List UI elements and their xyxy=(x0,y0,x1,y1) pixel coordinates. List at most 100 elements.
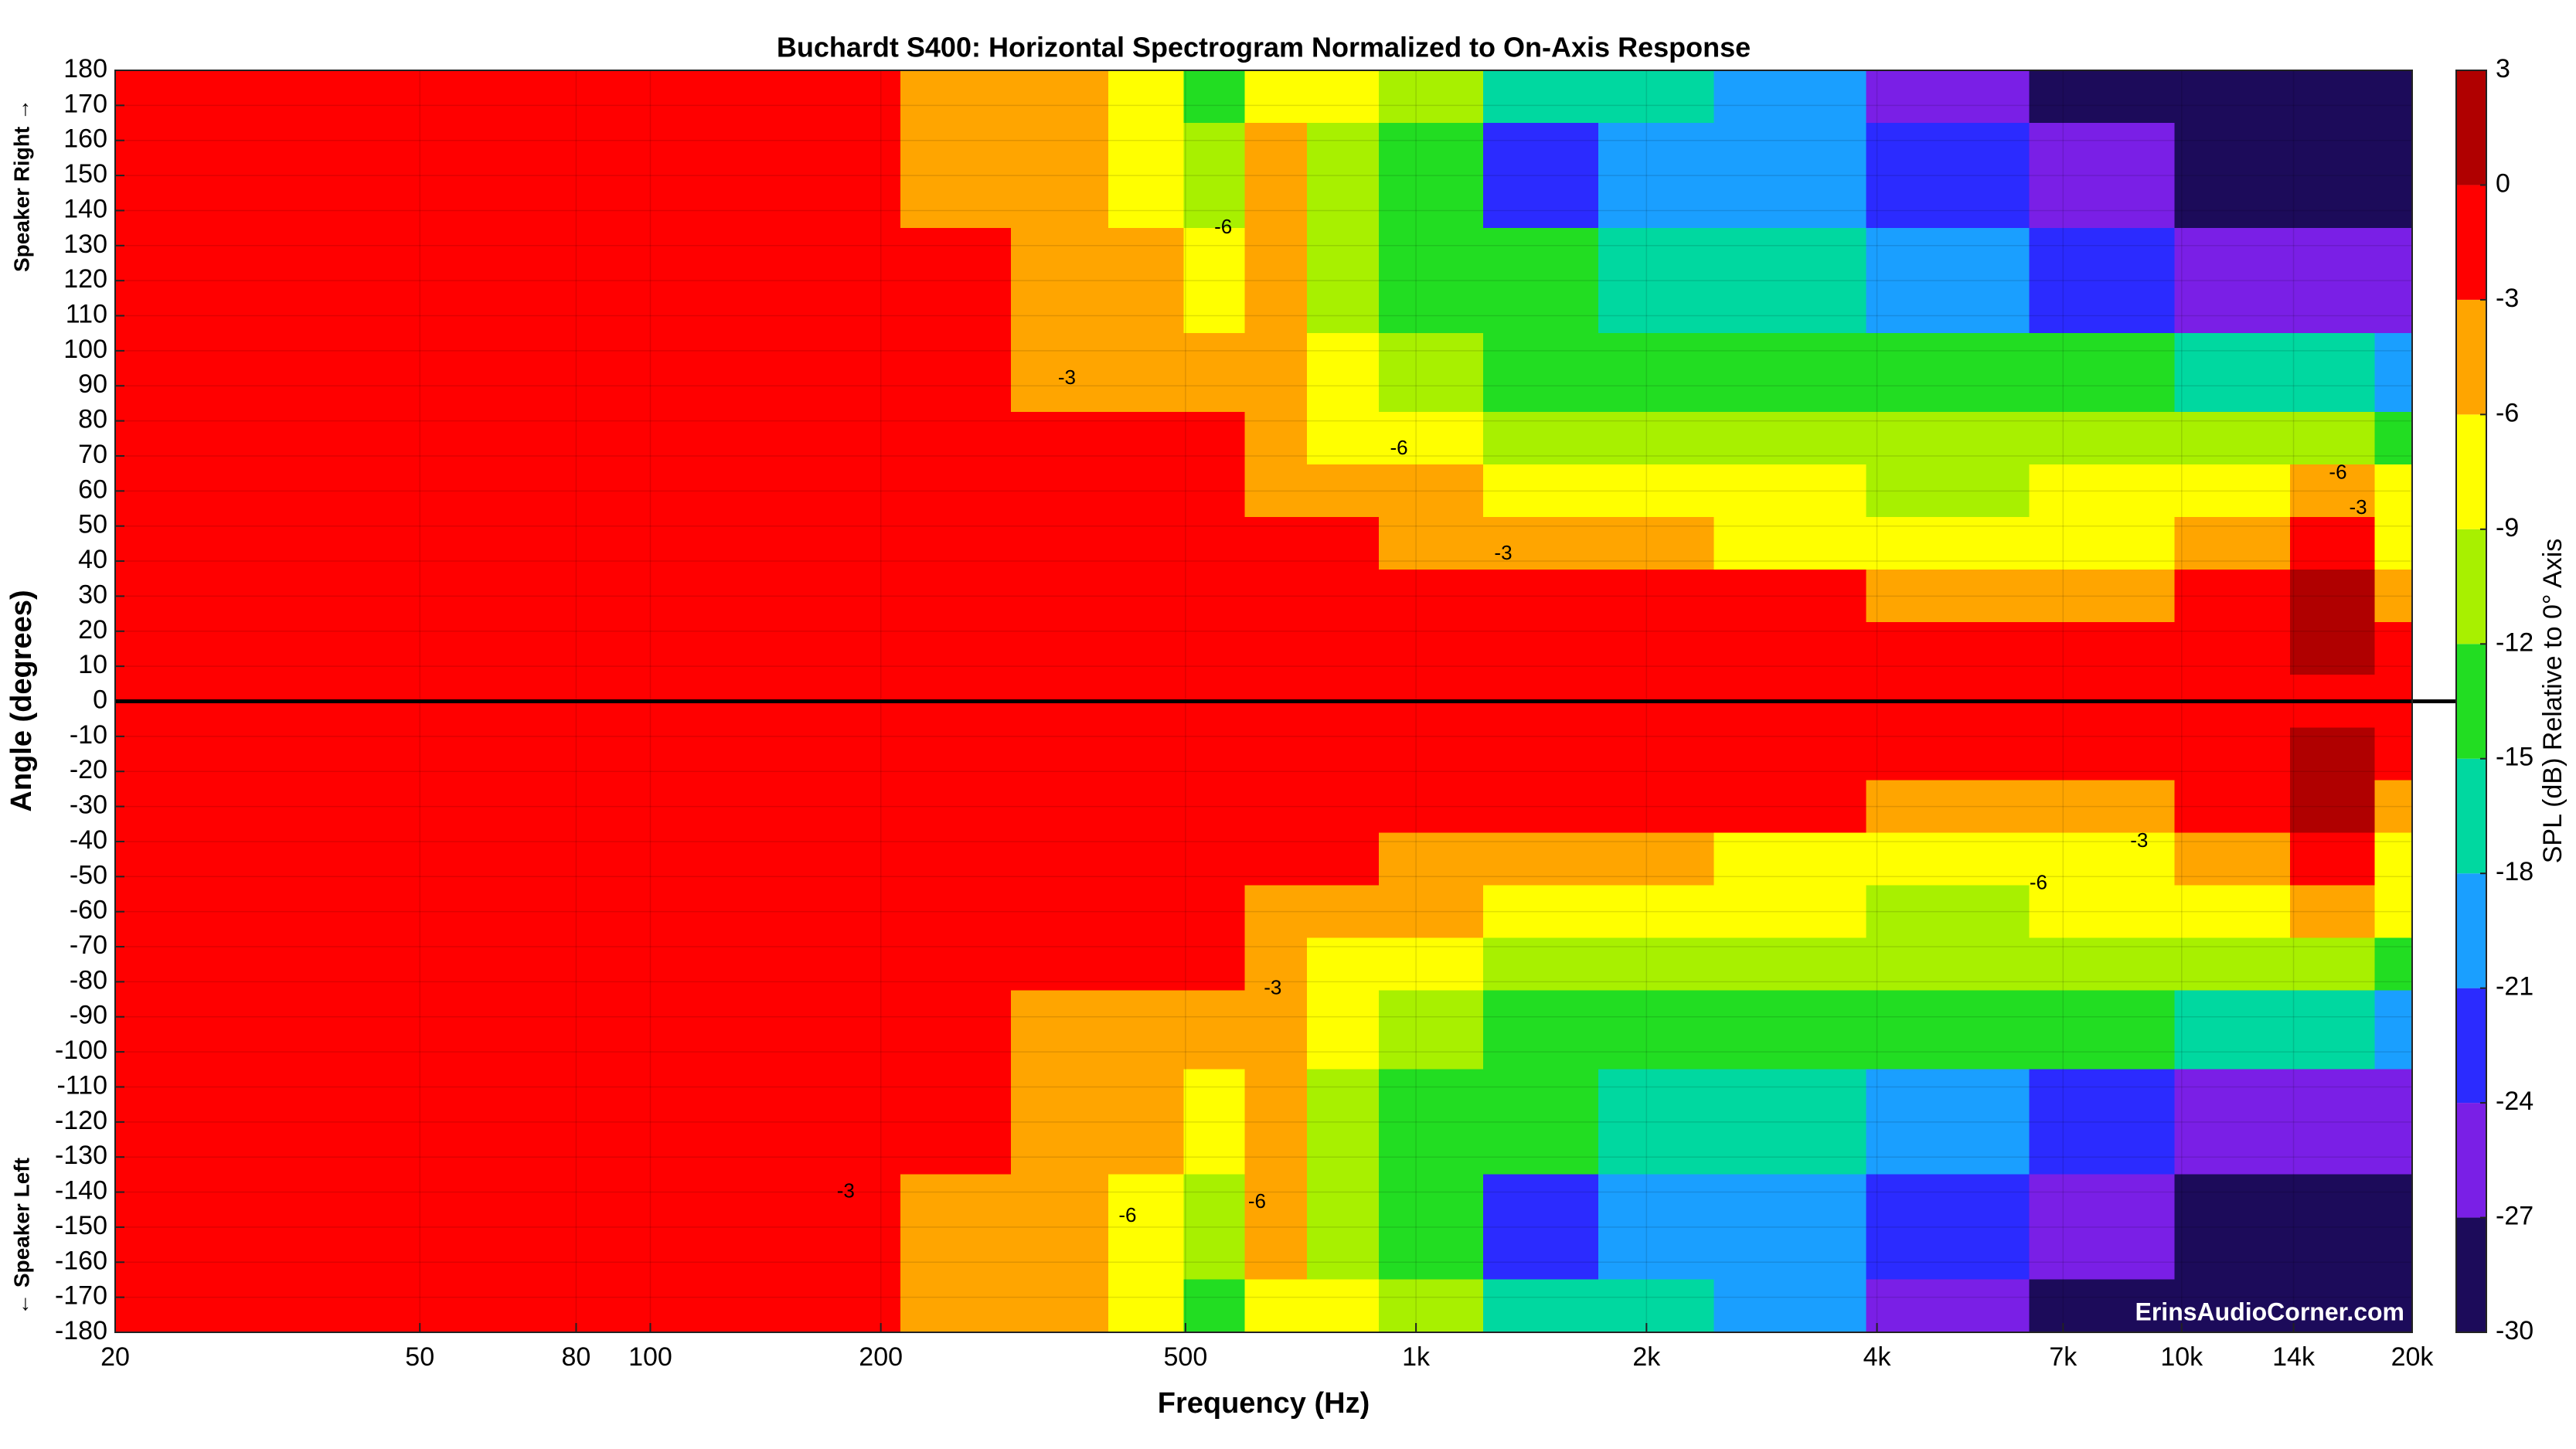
heatmap-cell xyxy=(1378,70,1485,124)
heatmap-cell xyxy=(900,832,1012,886)
heatmap-cell xyxy=(747,1174,901,1281)
heatmap-cell xyxy=(382,517,749,571)
heatmap-cell xyxy=(1244,332,1308,413)
x-tick-label: 20k xyxy=(2391,1342,2435,1372)
heatmap-cell xyxy=(114,937,383,992)
watermark: ErinsAudioCorner.com xyxy=(2135,1298,2405,1325)
heatmap-cell xyxy=(2289,517,2376,571)
heatmap-cell xyxy=(1010,990,1110,1070)
heatmap-cell xyxy=(1598,1069,1715,1175)
heatmap-cell xyxy=(114,70,383,124)
colorbar-band xyxy=(2456,1103,2486,1218)
heatmap-cell xyxy=(1010,885,1110,939)
heatmap-cell xyxy=(1010,332,1110,413)
heatmap-cell xyxy=(2174,780,2291,834)
heatmap-cell xyxy=(2374,122,2413,229)
heatmap-cell xyxy=(2174,1174,2291,1281)
heatmap-cell xyxy=(1108,1174,1185,1281)
heatmap-cell xyxy=(1713,780,1867,834)
heatmap-cell xyxy=(114,622,383,676)
heatmap-cell xyxy=(1713,227,1867,334)
heatmap-cell xyxy=(1713,570,1867,624)
heatmap-cell xyxy=(2374,412,2413,466)
heatmap-cell xyxy=(900,990,1012,1070)
heatmap-cell xyxy=(2174,727,2291,781)
heatmap-cell xyxy=(114,1069,383,1175)
heatmap-cell xyxy=(1598,727,1715,781)
heatmap-cell xyxy=(1244,227,1308,334)
heatmap-cell xyxy=(1713,1279,1867,1333)
heatmap-cell xyxy=(2029,1174,2176,1281)
heatmap-cell xyxy=(1244,622,1308,676)
heatmap-cell xyxy=(382,832,749,886)
heatmap-cell xyxy=(1713,1069,1867,1175)
heatmap-cell xyxy=(1307,1279,1380,1333)
heatmap-cell xyxy=(1378,227,1485,334)
heatmap-cell xyxy=(2374,70,2413,124)
y-tick-label: 0 xyxy=(93,685,107,714)
heatmap-cell xyxy=(114,332,383,413)
heatmap-cell xyxy=(1108,70,1185,124)
y-tick-label: 170 xyxy=(63,89,107,118)
heatmap-cell xyxy=(1307,832,1380,886)
heatmap-cell xyxy=(1378,464,1485,519)
y-tick-label: -90 xyxy=(70,1001,107,1030)
heatmap-cell xyxy=(1598,412,1715,466)
heatmap-cell xyxy=(2289,70,2376,124)
y-tick-label: 120 xyxy=(63,264,107,294)
heatmap-cell xyxy=(2289,332,2376,413)
y-tick-label: 80 xyxy=(78,405,107,434)
y-tick-label: 50 xyxy=(78,510,107,539)
colorbar-band xyxy=(2456,529,2486,645)
heatmap-cell xyxy=(1010,727,1110,781)
heatmap-cell xyxy=(1378,885,1485,939)
heatmap-cell xyxy=(1378,990,1485,1070)
heatmap-cell xyxy=(1713,412,1867,466)
heatmap-cell xyxy=(1483,412,1600,466)
heatmap-cell xyxy=(1244,832,1308,886)
colorbar-tick-label: -24 xyxy=(2496,1087,2533,1116)
heatmap-cell xyxy=(1483,70,1600,124)
heatmap-cell xyxy=(114,1279,383,1333)
heatmap-cell xyxy=(2174,937,2291,992)
heatmap-cell xyxy=(1108,780,1185,834)
y-tick-label: 90 xyxy=(78,369,107,399)
contour-label: -3 xyxy=(1494,541,1512,564)
colorbar-frame xyxy=(2455,70,2487,1333)
heatmap-cell xyxy=(1108,1279,1185,1333)
heatmap-cell xyxy=(2374,990,2413,1070)
heatmap-cell xyxy=(1378,832,1485,886)
colorbar-label: SPL (dB) Relative to 0° Axis xyxy=(2538,539,2567,864)
heatmap-cell xyxy=(2029,832,2176,886)
contour-label: -6 xyxy=(2329,461,2346,484)
x-tick-label: 2k xyxy=(1632,1342,1661,1372)
heatmap-cell xyxy=(2029,464,2176,519)
heatmap-cell xyxy=(2174,1279,2291,1333)
heatmap-cell xyxy=(2374,937,2413,992)
heatmap-cell xyxy=(1108,937,1185,992)
heatmap-cell xyxy=(2174,1069,2291,1175)
y-tick-label: -80 xyxy=(70,965,107,995)
heatmap-cell xyxy=(382,70,749,124)
heatmap-cell xyxy=(1108,517,1185,571)
x-tick-label: 200 xyxy=(859,1342,903,1372)
heatmap-cell xyxy=(2374,570,2413,624)
heatmap-cell xyxy=(1483,727,1600,781)
y-label-top: Speaker Right → xyxy=(9,99,33,272)
y-tick-label: 130 xyxy=(63,230,107,259)
heatmap-cell xyxy=(2174,122,2291,229)
heatmap-cell xyxy=(2174,622,2291,676)
heatmap-cell xyxy=(2289,464,2376,519)
heatmap-cell xyxy=(1378,122,1485,229)
colorbar-tick-label: -6 xyxy=(2496,398,2519,427)
heatmap-cell xyxy=(1713,332,1867,413)
y-tick-label: 180 xyxy=(63,54,107,83)
colorbar-tick-label: -3 xyxy=(2496,284,2519,313)
heatmap-cell xyxy=(747,937,901,992)
colorbar-band xyxy=(2456,70,2486,185)
heatmap-cell xyxy=(114,885,383,939)
heatmap-cell xyxy=(1378,622,1485,676)
heatmap-cell xyxy=(1108,622,1185,676)
contour-label: -6 xyxy=(2030,870,2047,893)
heatmap-cell xyxy=(382,1174,749,1281)
